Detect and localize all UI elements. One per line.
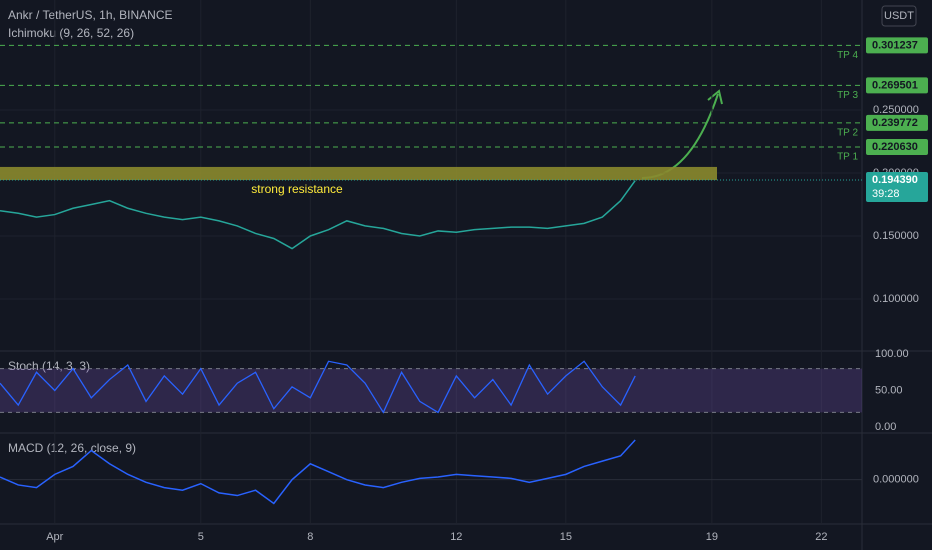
time-tick-label: Apr — [46, 531, 63, 543]
currency-label[interactable]: USDT — [884, 10, 914, 22]
price-tick-label: 0.250000 — [873, 104, 919, 116]
target-name: TP 4 — [837, 50, 858, 61]
stoch-line — [0, 360, 636, 414]
time-tick-label: 5 — [198, 531, 204, 543]
resistance-band — [0, 166, 717, 181]
target-box — [866, 37, 928, 54]
macd-line — [0, 439, 636, 505]
target-value: 0.220630 — [872, 141, 918, 153]
stoch-tick-label: 0.00 — [875, 421, 896, 433]
target-name: TP 1 — [837, 152, 858, 163]
target-value: 0.269501 — [872, 79, 918, 91]
time-tick-label: 19 — [706, 531, 718, 543]
target-name: TP 2 — [837, 128, 858, 139]
macd-label: MACD (12, 26, close, 9) — [8, 441, 136, 455]
stoch-tick-label: 100.00 — [875, 348, 909, 360]
price-line — [0, 180, 636, 250]
indicator-label: Ichimoku (9, 26, 52, 26) — [8, 26, 134, 40]
symbol-title: Ankr / TetherUS, 1h, BINANCE — [8, 8, 173, 22]
resistance-label: strong resistance — [251, 182, 343, 196]
target-value: 0.301237 — [872, 39, 918, 51]
target-box — [866, 114, 928, 131]
target-value: 0.239772 — [872, 117, 918, 129]
stoch-band — [0, 368, 862, 413]
macd-tick-label: 0.000000 — [873, 474, 919, 486]
countdown: 39:28 — [872, 188, 900, 200]
time-tick-label: 22 — [815, 531, 827, 543]
target-box — [866, 138, 928, 155]
time-tick-label: 8 — [307, 531, 313, 543]
target-box — [866, 77, 928, 94]
last-price-value: 0.194390 — [872, 174, 918, 186]
stoch-tick-label: 50.00 — [875, 384, 903, 396]
price-tick-label: 0.150000 — [873, 230, 919, 242]
stoch-label: Stoch (14, 3, 3) — [8, 359, 90, 373]
target-name: TP 3 — [837, 90, 858, 101]
price-tick-label: 0.100000 — [873, 293, 919, 305]
currency-button[interactable] — [881, 5, 917, 27]
last-price-box — [866, 172, 928, 203]
time-tick-label: 15 — [560, 531, 572, 543]
time-tick-label: 12 — [450, 531, 462, 543]
